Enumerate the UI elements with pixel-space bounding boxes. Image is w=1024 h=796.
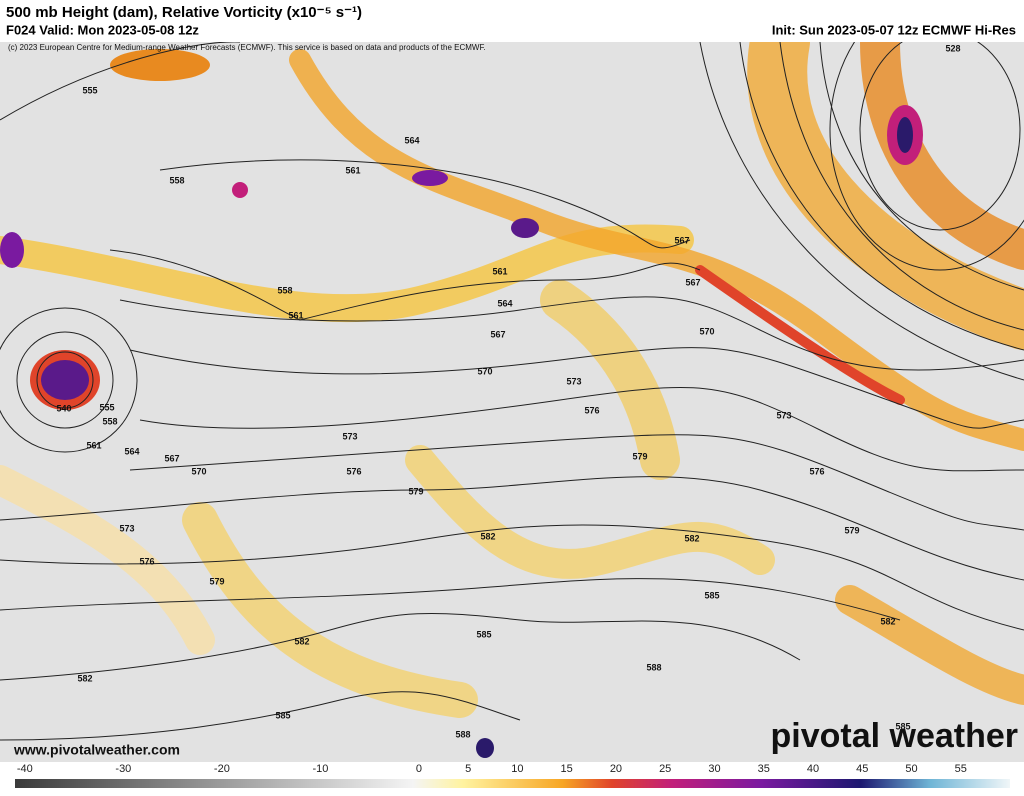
contour-label: 561 xyxy=(86,440,101,450)
contour-label: 567 xyxy=(164,453,179,463)
contour-labels: 555 558 561 564 567 561 558 561 564 567 567 570 570 5… xyxy=(56,43,960,739)
contour-label: 588 xyxy=(455,729,470,739)
contour-label: 582 xyxy=(480,531,495,541)
colorbar xyxy=(15,779,1010,788)
contour-label: 567 xyxy=(685,277,700,287)
contour-label: 561 xyxy=(492,266,507,276)
contour-label: 564 xyxy=(404,135,419,145)
colorbar-tick-label: 45 xyxy=(856,763,868,775)
contour-label: 570 xyxy=(699,326,714,336)
contour-label: 573 xyxy=(342,431,357,441)
contour-label: 576 xyxy=(139,556,154,566)
init-time: Init: Sun 2023-05-07 12z ECMWF Hi-Res xyxy=(772,22,1016,37)
contour-label: 585 xyxy=(704,590,719,600)
contour-label: 576 xyxy=(809,466,824,476)
contour-label: 573 xyxy=(776,410,791,420)
contour-label: 582 xyxy=(880,616,895,626)
colorbar-tick-label: 10 xyxy=(511,763,523,775)
contour-label: 564 xyxy=(497,298,512,308)
colorbar-tick-label: 50 xyxy=(905,763,917,775)
contour-label: 585 xyxy=(476,629,491,639)
colorbar-tick-label: 30 xyxy=(708,763,720,775)
contour-label: 558 xyxy=(169,175,184,185)
colorbar-tick-label: -20 xyxy=(214,763,230,775)
url: www.pivotalweather.com xyxy=(13,742,180,758)
contour-label: 588 xyxy=(646,662,661,672)
contour-label: 558 xyxy=(277,285,292,295)
contour-label: 561 xyxy=(288,310,303,320)
colorbar-tick-label: 40 xyxy=(807,763,819,775)
contour-label: 564 xyxy=(124,446,139,456)
contour-label: 555 xyxy=(82,85,97,95)
contour-label: 567 xyxy=(674,235,689,245)
valid-time: F024 Valid: Mon 2023-05-08 12z xyxy=(6,22,199,37)
colorbar-ticks: -40 -30 -20 -10 0 5 10 15 20 25 30 35 40 45 50 55 xyxy=(17,763,967,775)
colorbar-tick-label: 55 xyxy=(955,763,967,775)
contour-label: 579 xyxy=(408,486,423,496)
map: 555 558 561 564 567 561 558 561 564 567 567 570 570 5… xyxy=(0,42,1024,762)
contour-label: 573 xyxy=(119,523,134,533)
height-contours xyxy=(0,42,1024,741)
title: 500 mb Height (dam), Relative Vorticity … xyxy=(6,4,362,21)
contour-label: 561 xyxy=(345,165,360,175)
contour-label: 528 xyxy=(945,43,960,53)
colorbar-tick-label: 25 xyxy=(659,763,671,775)
contour-label: 579 xyxy=(632,451,647,461)
contour-label: 570 xyxy=(191,466,206,476)
contour-label: 585 xyxy=(895,721,910,731)
colorbar-tick-label: 20 xyxy=(610,763,622,775)
colorbar-tick-label: -30 xyxy=(115,763,131,775)
map-bg xyxy=(0,42,1024,762)
contour-label: 585 xyxy=(275,710,290,720)
contour-label: 567 xyxy=(490,329,505,339)
contour-label: 573 xyxy=(566,376,581,386)
colorbar-tick-label: 0 xyxy=(416,763,422,775)
contour-label: 576 xyxy=(346,466,361,476)
contour-label: 558 xyxy=(102,416,117,426)
vorticity-field xyxy=(0,42,1024,718)
copyright: (c) 2023 European Centre for Medium-rang… xyxy=(8,43,486,52)
colorbar-tick-label: 5 xyxy=(465,763,471,775)
colorbar-tick-label: 15 xyxy=(561,763,573,775)
contour-label: 555 xyxy=(99,402,114,412)
colorbar-tick-label: -10 xyxy=(312,763,328,775)
contour-label: 582 xyxy=(294,636,309,646)
contour-label: 582 xyxy=(684,533,699,543)
header-bg xyxy=(0,0,1024,42)
contour-label: 576 xyxy=(584,405,599,415)
contour-label: 579 xyxy=(209,576,224,586)
contour-label: 579 xyxy=(844,525,859,535)
contour-label: 540 xyxy=(56,403,71,413)
colorbar-tick-label: -40 xyxy=(17,763,33,775)
contour-label: 582 xyxy=(77,673,92,683)
contour-label: 570 xyxy=(477,366,492,376)
logo: pivotal weather xyxy=(770,717,1018,755)
vorticity-maxima xyxy=(0,49,923,758)
colorbar-tick-label: 35 xyxy=(758,763,770,775)
